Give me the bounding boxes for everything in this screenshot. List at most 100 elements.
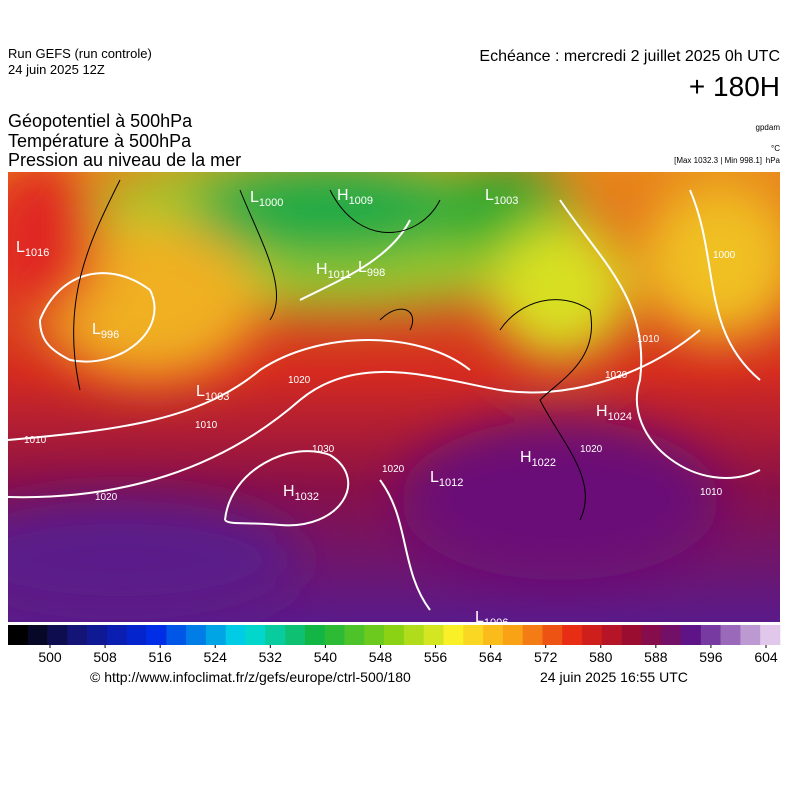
colorbar-swatch bbox=[304, 625, 326, 645]
valid-time: Echéance : mercredi 2 juillet 2025 0h UT… bbox=[479, 48, 780, 65]
unit: hPa bbox=[766, 156, 781, 165]
colorbar-swatch bbox=[205, 625, 227, 645]
pressure-system: L1003 bbox=[196, 383, 229, 403]
pressure-system: H1024 bbox=[596, 403, 632, 423]
extremes: [Max 1032.3 | Min 998.1] bbox=[674, 156, 762, 165]
isobar-label: 1010 bbox=[195, 420, 218, 431]
colorbar-tick-label: 500 bbox=[38, 649, 62, 665]
colorbar-swatch bbox=[621, 625, 642, 645]
isobar-label: 1000 bbox=[713, 250, 736, 261]
colorbar-tick-label: 596 bbox=[699, 649, 723, 665]
system-letter: L bbox=[196, 383, 205, 400]
colorbar-tick-label: 556 bbox=[424, 649, 448, 665]
colorbar-swatch bbox=[681, 625, 702, 645]
system-letter: H bbox=[337, 187, 349, 204]
colorbar-swatch bbox=[483, 625, 504, 645]
system-letter: L bbox=[430, 469, 439, 486]
title: Pression au niveau de la mer bbox=[8, 150, 241, 170]
colorbar-swatch bbox=[166, 625, 187, 645]
colorbar-swatch bbox=[245, 625, 266, 645]
pressure-system: H1011 bbox=[316, 261, 351, 281]
colorbar-tick-label: 516 bbox=[148, 649, 172, 665]
system-value: 1024 bbox=[608, 411, 632, 423]
system-value: 1016 bbox=[25, 247, 49, 259]
system-value: 1000 bbox=[259, 197, 283, 209]
title: Température à 500hPa bbox=[8, 131, 192, 151]
colorbar-swatch bbox=[700, 625, 721, 645]
colorbar-swatch bbox=[740, 625, 761, 645]
colorbar-swatch bbox=[463, 625, 484, 645]
colorbar-swatch bbox=[601, 625, 622, 645]
colorbar-swatch bbox=[344, 625, 365, 645]
lead-time: + 180H bbox=[689, 71, 780, 102]
colorbar-tick-label: 532 bbox=[259, 649, 283, 665]
system-value: 1011 bbox=[328, 269, 352, 281]
isobar-label: 1010 bbox=[24, 435, 47, 446]
system-letter: H bbox=[283, 483, 295, 500]
colorbar-tick-label: 564 bbox=[479, 649, 503, 665]
colorbar-swatch bbox=[641, 625, 662, 645]
pressure-system: L996 bbox=[92, 321, 119, 341]
generated: 24 juin 2025 16:55 UTC bbox=[540, 669, 688, 685]
colorbar-swatch bbox=[582, 625, 603, 645]
system-value: 1003 bbox=[205, 391, 229, 403]
isobar-labels: 1020 1010 1010 1020 1030 1020 1020 1010 1010 1000… bbox=[24, 250, 736, 503]
isobar-label: 1010 bbox=[700, 487, 723, 498]
colorbar-swatch bbox=[285, 625, 306, 645]
colorbar-tick-label: 604 bbox=[754, 649, 778, 665]
run-date: 24 juin 2025 12Z bbox=[8, 62, 105, 77]
colorbar-swatch bbox=[225, 625, 246, 645]
colorbar-swatch bbox=[443, 625, 464, 645]
colorbar-swatch bbox=[324, 625, 345, 645]
colorbar-swatch bbox=[87, 625, 108, 645]
map bbox=[8, 172, 780, 622]
pressure-system: L1000 bbox=[250, 189, 283, 209]
colorbar-swatch bbox=[186, 625, 207, 645]
pressure-system: H1022 bbox=[520, 449, 556, 469]
isobar-label: 1030 bbox=[312, 444, 335, 455]
system-value: 1022 bbox=[532, 457, 556, 469]
source: © http://www.infoclimat.fr/z/gefs/europe… bbox=[90, 669, 411, 685]
colorbar-swatch bbox=[720, 625, 741, 645]
system-letter: L bbox=[358, 259, 367, 276]
pressure-system: H1009 bbox=[337, 187, 373, 207]
pressure-system: H1032 bbox=[283, 483, 319, 503]
colorbar-swatch bbox=[760, 625, 781, 645]
system-letter: H bbox=[596, 403, 608, 420]
run: Run GEFS (run controle) bbox=[8, 46, 152, 61]
colorbar-tick-label: 572 bbox=[534, 649, 558, 665]
system-letter: L bbox=[475, 609, 484, 626]
isobar-label: 1010 bbox=[637, 334, 660, 345]
colorbar-swatch bbox=[522, 625, 543, 645]
colorbar-swatch bbox=[67, 625, 88, 645]
isobar-label: 1020 bbox=[288, 375, 311, 386]
system-value: 1032 bbox=[295, 491, 319, 503]
unit: gpdam bbox=[756, 123, 781, 132]
system-letter: H bbox=[316, 261, 328, 278]
colorbar-swatch bbox=[403, 625, 424, 645]
system-value: 1003 bbox=[494, 195, 518, 207]
unit: °C bbox=[771, 144, 780, 153]
colorbar-tick-label: 580 bbox=[589, 649, 613, 665]
colorbar-swatch bbox=[384, 625, 405, 645]
title: Géopotentiel à 500hPa bbox=[8, 111, 193, 131]
colorbar: 500 508 516 524 532 540 548 556 564 572 580 588 596 6… bbox=[8, 625, 781, 665]
system-letter: L bbox=[250, 189, 259, 206]
isobar-label: 1020 bbox=[580, 444, 603, 455]
colorbar-swatch bbox=[146, 625, 167, 645]
colorbar-swatch bbox=[661, 625, 682, 645]
colorbar-swatch bbox=[542, 625, 563, 645]
colorbar-swatch bbox=[47, 625, 68, 645]
colorbar-swatch bbox=[27, 625, 48, 645]
pressure-system: L1012 bbox=[430, 469, 463, 489]
system-letter: L bbox=[92, 321, 101, 338]
pressure-system: L1003 bbox=[485, 187, 518, 207]
isobar-label: 1020 bbox=[382, 464, 405, 475]
system-letter: L bbox=[16, 239, 25, 256]
pressure-system: L998 bbox=[358, 259, 385, 279]
system-letter: H bbox=[520, 449, 532, 466]
colorbar-tick-label: 588 bbox=[644, 649, 668, 665]
colorbar-tick-label: 548 bbox=[369, 649, 393, 665]
colorbar-swatch bbox=[423, 625, 444, 645]
